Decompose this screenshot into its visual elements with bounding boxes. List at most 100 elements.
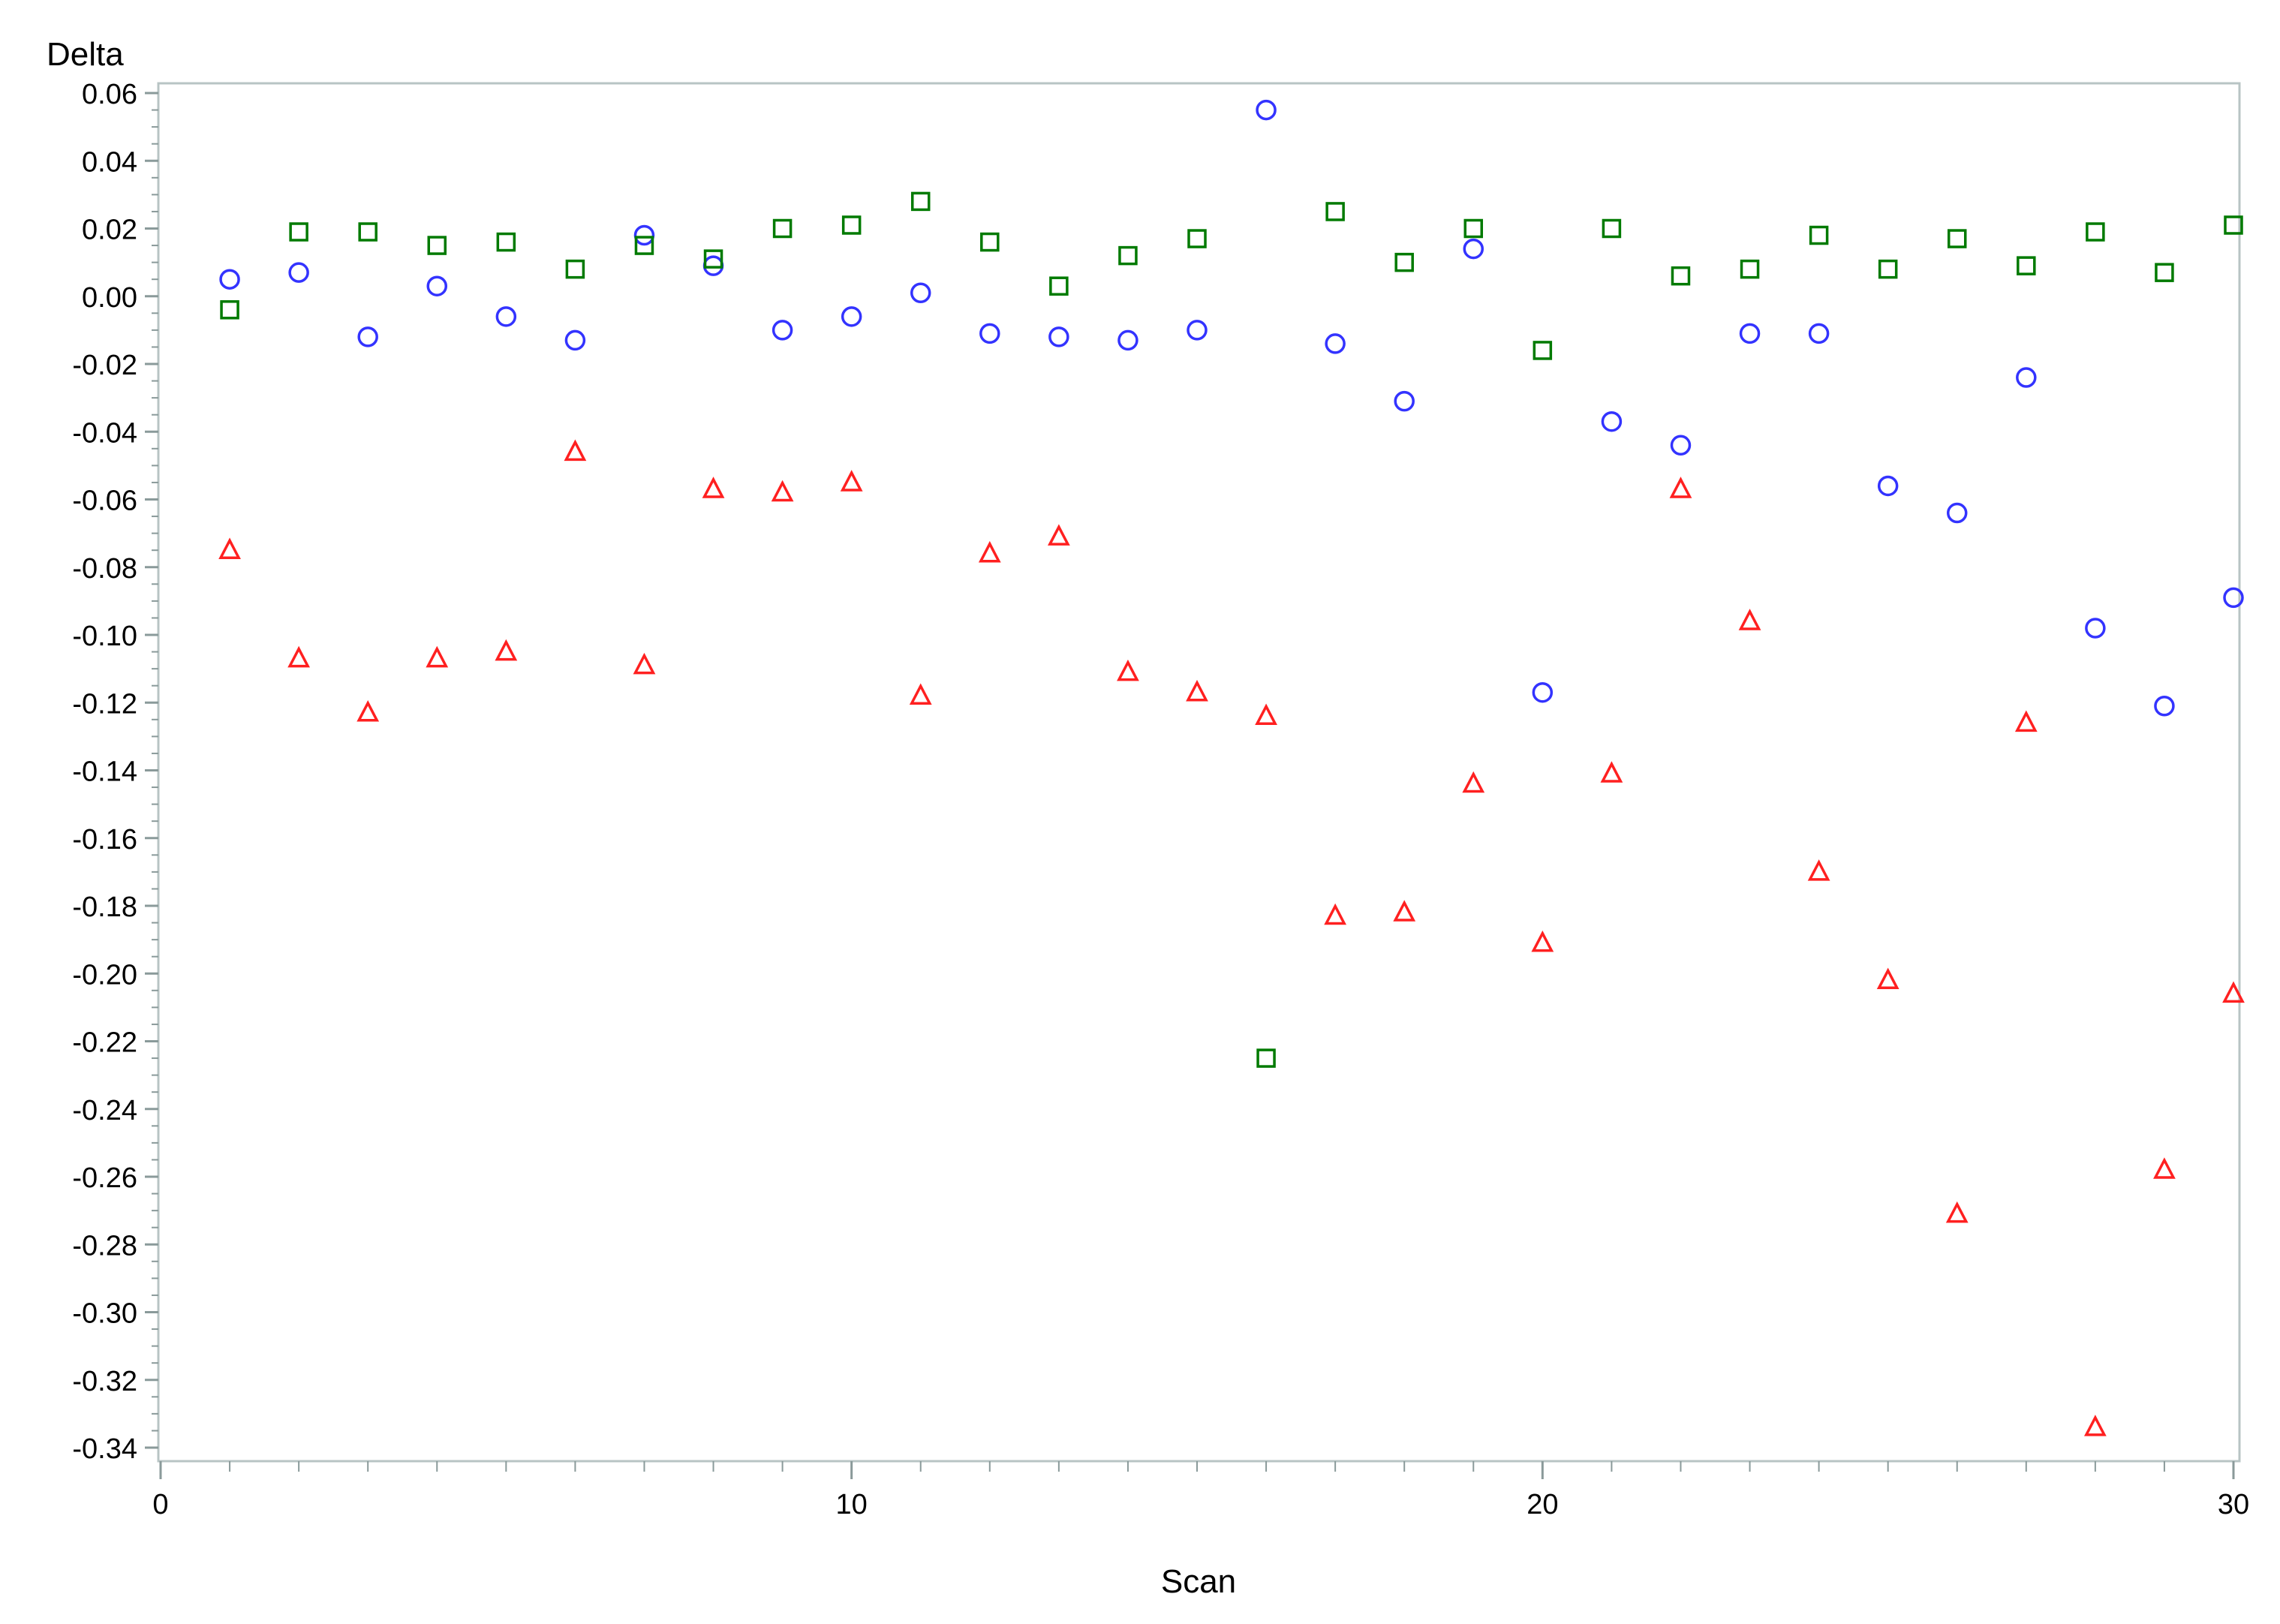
y-tick-label: -0.34 [72, 1433, 137, 1465]
data-point-square [289, 222, 308, 242]
data-point-circle [1256, 99, 1277, 121]
data-point-square [634, 236, 654, 255]
data-point-square [703, 249, 723, 269]
data-points [218, 99, 2245, 1436]
data-point-circle [288, 262, 309, 283]
data-point-triangle [356, 700, 380, 722]
data-point-triangle [1255, 703, 1277, 726]
data-point-triangle [1669, 477, 1692, 498]
data-point-circle [219, 269, 240, 290]
data-point-triangle [1462, 771, 1485, 793]
data-point-triangle [978, 540, 1001, 563]
y-axis: 0.06 0.04 0.02 0.00 -0.02 -0.04 -0.06 -0.08 -0.1… [72, 79, 158, 1465]
data-point-square [1947, 229, 1967, 248]
y-tick-label: -0.10 [72, 621, 137, 652]
data-point-circle [772, 320, 793, 341]
y-axis-label: Delta [47, 36, 124, 73]
data-point-circle [1601, 411, 1623, 432]
data-point-triangle [1047, 524, 1070, 546]
data-point-circle [1117, 329, 1138, 351]
y-tick-label: 0.00 [82, 282, 137, 314]
data-point-circle [357, 326, 378, 347]
data-point-square [1740, 259, 1760, 279]
y-tick-label: -0.14 [72, 756, 137, 788]
data-point-triangle [2222, 981, 2245, 1003]
plot-area-frame [157, 82, 2241, 1463]
y-tick-label: -0.30 [72, 1298, 137, 1330]
data-point-triangle [702, 477, 725, 498]
y-tick-label: -0.24 [72, 1095, 137, 1126]
data-point-square [565, 259, 585, 279]
y-tick-label: -0.08 [72, 553, 137, 585]
y-tick-label: -0.16 [72, 824, 137, 856]
data-point-circle [1532, 681, 1554, 703]
data-point-circle [1739, 323, 1761, 344]
data-point-square [1878, 259, 1898, 279]
data-point-triangle [840, 470, 863, 492]
data-point-square [1256, 1048, 1276, 1068]
y-tick-label: -0.02 [72, 350, 137, 381]
x-tick-label: 20 [1527, 1489, 1558, 1520]
data-point-square [358, 222, 377, 242]
x-axis-label: Scan [1161, 1563, 1236, 1600]
data-point-circle [2085, 618, 2106, 639]
data-point-triangle [1807, 859, 1830, 881]
data-point-triangle [2083, 1415, 2107, 1436]
data-point-triangle [495, 639, 518, 661]
data-point-circle [979, 323, 1000, 344]
data-point-circle [495, 306, 517, 327]
data-point-square [1671, 266, 1691, 286]
data-point-square [2224, 215, 2243, 235]
data-point-triangle [771, 480, 794, 502]
data-point-square [1602, 218, 1622, 239]
data-point-circle [841, 306, 862, 327]
data-point-triangle [564, 439, 587, 462]
data-point-triangle [287, 645, 311, 668]
data-point-circle [1808, 323, 1830, 344]
data-point-triangle [1186, 679, 1208, 702]
y-tick-label: -0.28 [72, 1230, 137, 1262]
data-point-triangle [218, 537, 241, 559]
data-point-square [1118, 245, 1138, 266]
data-point-square [1533, 341, 1553, 360]
data-point-circle [2223, 587, 2244, 609]
y-tick-label: -0.32 [72, 1366, 137, 1397]
data-point-circle [633, 224, 655, 246]
data-point-square [1463, 218, 1484, 239]
x-tick-label: 0 [152, 1489, 168, 1520]
data-point-circle [1877, 475, 1899, 497]
data-point-circle [910, 282, 931, 303]
data-point-triangle [1324, 903, 1347, 925]
y-tick-label: 0.02 [82, 215, 137, 246]
data-point-square [980, 232, 1000, 252]
data-point-circle [2154, 696, 2175, 717]
y-tick-label: 0.06 [82, 79, 137, 110]
data-point-square [496, 232, 516, 252]
data-point-triangle [633, 652, 656, 675]
data-point-circle [1394, 390, 1415, 412]
data-point-circle [1187, 320, 1208, 341]
y-tick-label: -0.26 [72, 1162, 137, 1194]
data-point-circle [564, 329, 586, 351]
data-point-square [841, 215, 862, 235]
data-point-triangle [909, 683, 932, 705]
x-tick-label: 30 [2218, 1489, 2249, 1520]
data-point-circle [1048, 326, 1069, 347]
data-point-triangle [1600, 761, 1623, 783]
data-point-triangle [1531, 930, 1554, 952]
data-point-square [1049, 276, 1069, 296]
y-tick-label: -0.06 [72, 486, 137, 517]
data-point-square [2017, 256, 2036, 275]
y-tick-label: -0.12 [72, 688, 137, 720]
y-tick-label: 0.04 [82, 146, 137, 178]
data-point-circle [1670, 435, 1692, 456]
data-point-square [772, 218, 793, 239]
data-point-triangle [2014, 710, 2038, 732]
data-point-circle [1463, 238, 1484, 260]
data-point-triangle [1876, 967, 1899, 990]
data-point-circle [1325, 333, 1346, 354]
data-point-square [1394, 252, 1414, 272]
data-point-square [1187, 229, 1207, 248]
data-point-square [2155, 263, 2174, 282]
